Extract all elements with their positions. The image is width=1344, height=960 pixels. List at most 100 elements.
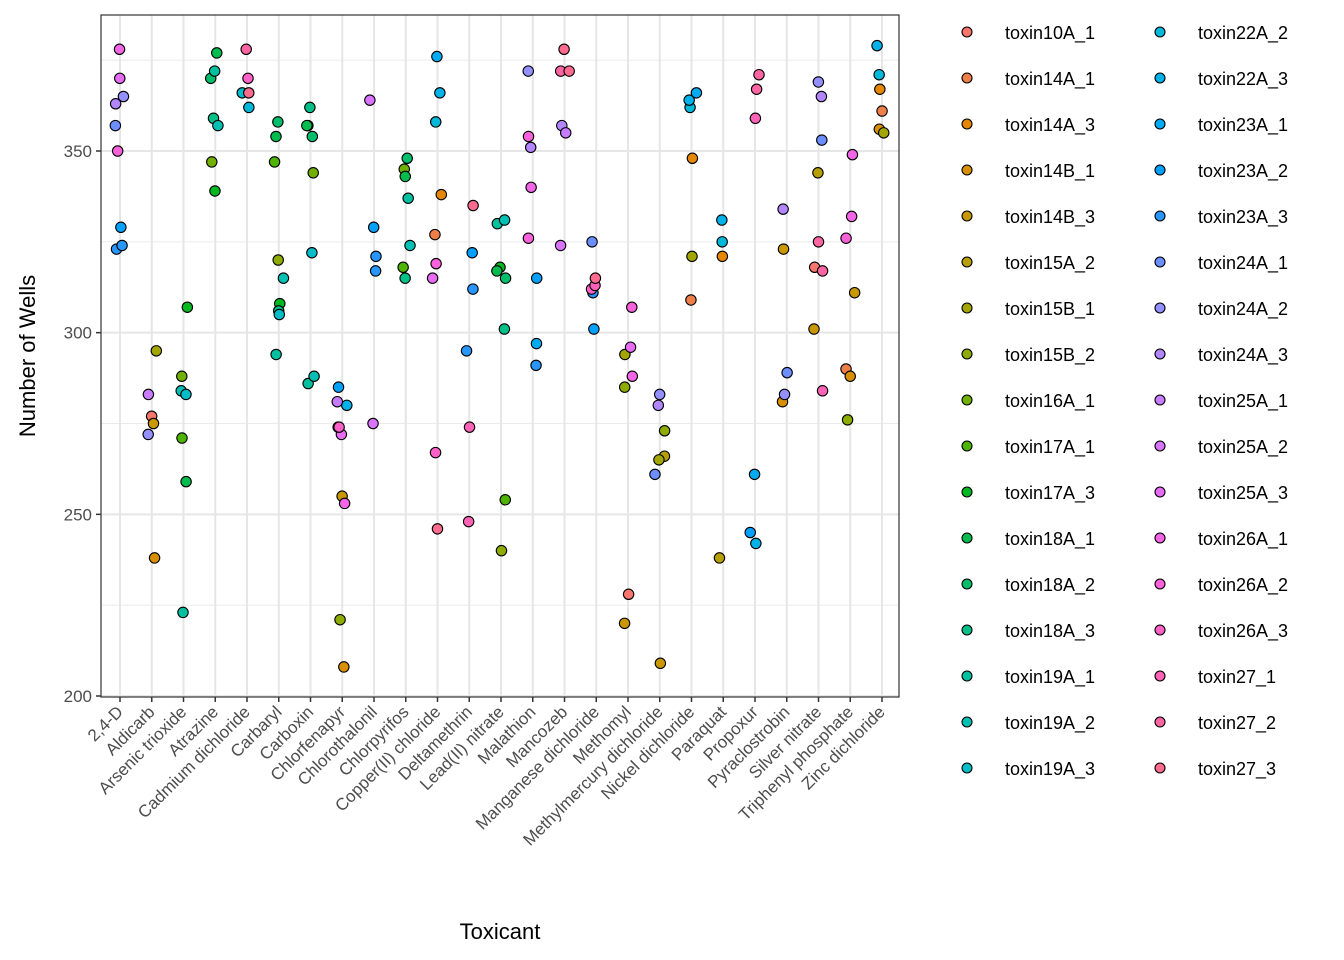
legend-key-icon xyxy=(1154,716,1166,728)
legend-label: toxin16A_1 xyxy=(1005,391,1095,412)
data-point xyxy=(466,246,478,259)
data-point xyxy=(307,167,319,179)
data-point xyxy=(242,72,254,85)
legend-label: toxin15A_2 xyxy=(1005,253,1095,274)
data-point xyxy=(431,50,443,63)
data-point xyxy=(429,228,441,241)
legend-item: toxin17A_3 xyxy=(961,483,1095,504)
legend-item: toxin22A_3 xyxy=(1154,69,1288,90)
plot-panel-border xyxy=(100,14,900,698)
data-point xyxy=(397,261,409,274)
data-point xyxy=(115,221,127,234)
legend-label: toxin24A_2 xyxy=(1198,299,1288,320)
x-axis-title: Toxicant xyxy=(460,919,541,944)
data-point xyxy=(243,87,255,99)
data-point xyxy=(270,130,282,143)
legend-item: toxin26A_2 xyxy=(1154,575,1288,596)
data-point xyxy=(109,98,122,110)
legend-item: toxin24A_2 xyxy=(1154,299,1288,320)
legend-label: toxin24A_1 xyxy=(1198,253,1288,274)
data-point xyxy=(467,199,479,212)
data-point xyxy=(499,272,512,284)
legend-label: toxin26A_2 xyxy=(1198,575,1288,596)
data-point xyxy=(364,94,376,106)
data-point xyxy=(180,475,192,488)
data-point xyxy=(649,468,661,481)
data-point xyxy=(426,272,439,284)
data-point xyxy=(142,428,154,441)
legend-key-icon xyxy=(961,486,973,498)
data-point xyxy=(208,65,221,77)
legend-key-icon xyxy=(961,210,973,222)
data-point xyxy=(114,72,126,85)
data-point xyxy=(652,399,665,412)
legend-item: toxin18A_3 xyxy=(961,621,1095,642)
data-point xyxy=(180,388,192,401)
legend-item: toxin17A_1 xyxy=(961,437,1095,458)
legend-label: toxin15B_1 xyxy=(1005,299,1095,320)
data-point xyxy=(467,283,479,295)
data-point xyxy=(748,468,761,481)
legend-key-icon xyxy=(1154,164,1166,176)
legend-label: toxin17A_1 xyxy=(1005,437,1095,458)
legend-item: toxin24A_3 xyxy=(1154,345,1288,366)
data-point xyxy=(685,294,697,306)
legend-key-icon xyxy=(961,440,973,452)
legend-key-icon xyxy=(961,578,973,590)
legend-label: toxin19A_3 xyxy=(1005,759,1095,780)
data-point xyxy=(401,152,413,165)
legend-label: toxin17A_3 xyxy=(1005,483,1095,504)
data-point xyxy=(626,370,639,383)
legend-key-icon xyxy=(961,72,973,84)
legend-key-icon xyxy=(1154,394,1166,406)
legend-key-icon xyxy=(961,624,973,636)
data-point xyxy=(399,272,411,284)
data-point xyxy=(815,90,828,103)
data-point xyxy=(626,301,638,313)
legend-item: toxin14B_3 xyxy=(961,207,1095,228)
legend-item: toxin25A_3 xyxy=(1154,483,1288,504)
legend-item: toxin26A_3 xyxy=(1154,621,1288,642)
data-point xyxy=(176,432,188,444)
data-point xyxy=(277,272,290,284)
legend-item: toxin23A_1 xyxy=(1154,115,1288,136)
y-tick-label: 250 xyxy=(64,505,92,524)
legend-key-icon xyxy=(1154,440,1166,452)
legend-label: toxin23A_3 xyxy=(1198,207,1288,228)
legend-key-icon xyxy=(1154,26,1166,38)
legend-item: toxin27_3 xyxy=(1154,759,1276,780)
legend-item: toxin16A_1 xyxy=(961,391,1095,412)
legend-key-icon xyxy=(961,762,973,774)
data-point xyxy=(812,236,825,248)
data-point xyxy=(370,250,382,263)
data-point xyxy=(495,544,508,557)
data-point xyxy=(522,232,535,244)
legend-label: toxin25A_1 xyxy=(1198,391,1288,412)
y-tick-label: 350 xyxy=(64,142,92,161)
legend-key-icon xyxy=(1154,762,1166,774)
data-point xyxy=(338,497,351,510)
data-point xyxy=(306,246,318,259)
data-point xyxy=(530,337,543,350)
legend-item: toxin10A_1 xyxy=(961,23,1095,44)
data-point xyxy=(273,308,286,321)
data-point xyxy=(341,399,353,412)
data-point xyxy=(781,366,793,379)
legend-item: toxin18A_1 xyxy=(961,529,1095,550)
data-point xyxy=(622,588,635,601)
data-point xyxy=(209,185,221,197)
legend-label: toxin14B_1 xyxy=(1005,161,1095,182)
y-tick-label: 300 xyxy=(64,324,92,343)
legend-label: toxin14B_3 xyxy=(1005,207,1095,228)
legend-item: toxin15B_2 xyxy=(961,345,1095,366)
data-point xyxy=(338,661,350,673)
legend-key-icon xyxy=(1154,348,1166,360)
data-point xyxy=(301,119,313,132)
legend-label: toxin26A_3 xyxy=(1198,621,1288,642)
data-point xyxy=(713,552,726,564)
data-point xyxy=(877,127,890,139)
data-point xyxy=(109,119,122,132)
data-point xyxy=(874,83,886,95)
data-point xyxy=(686,152,699,165)
